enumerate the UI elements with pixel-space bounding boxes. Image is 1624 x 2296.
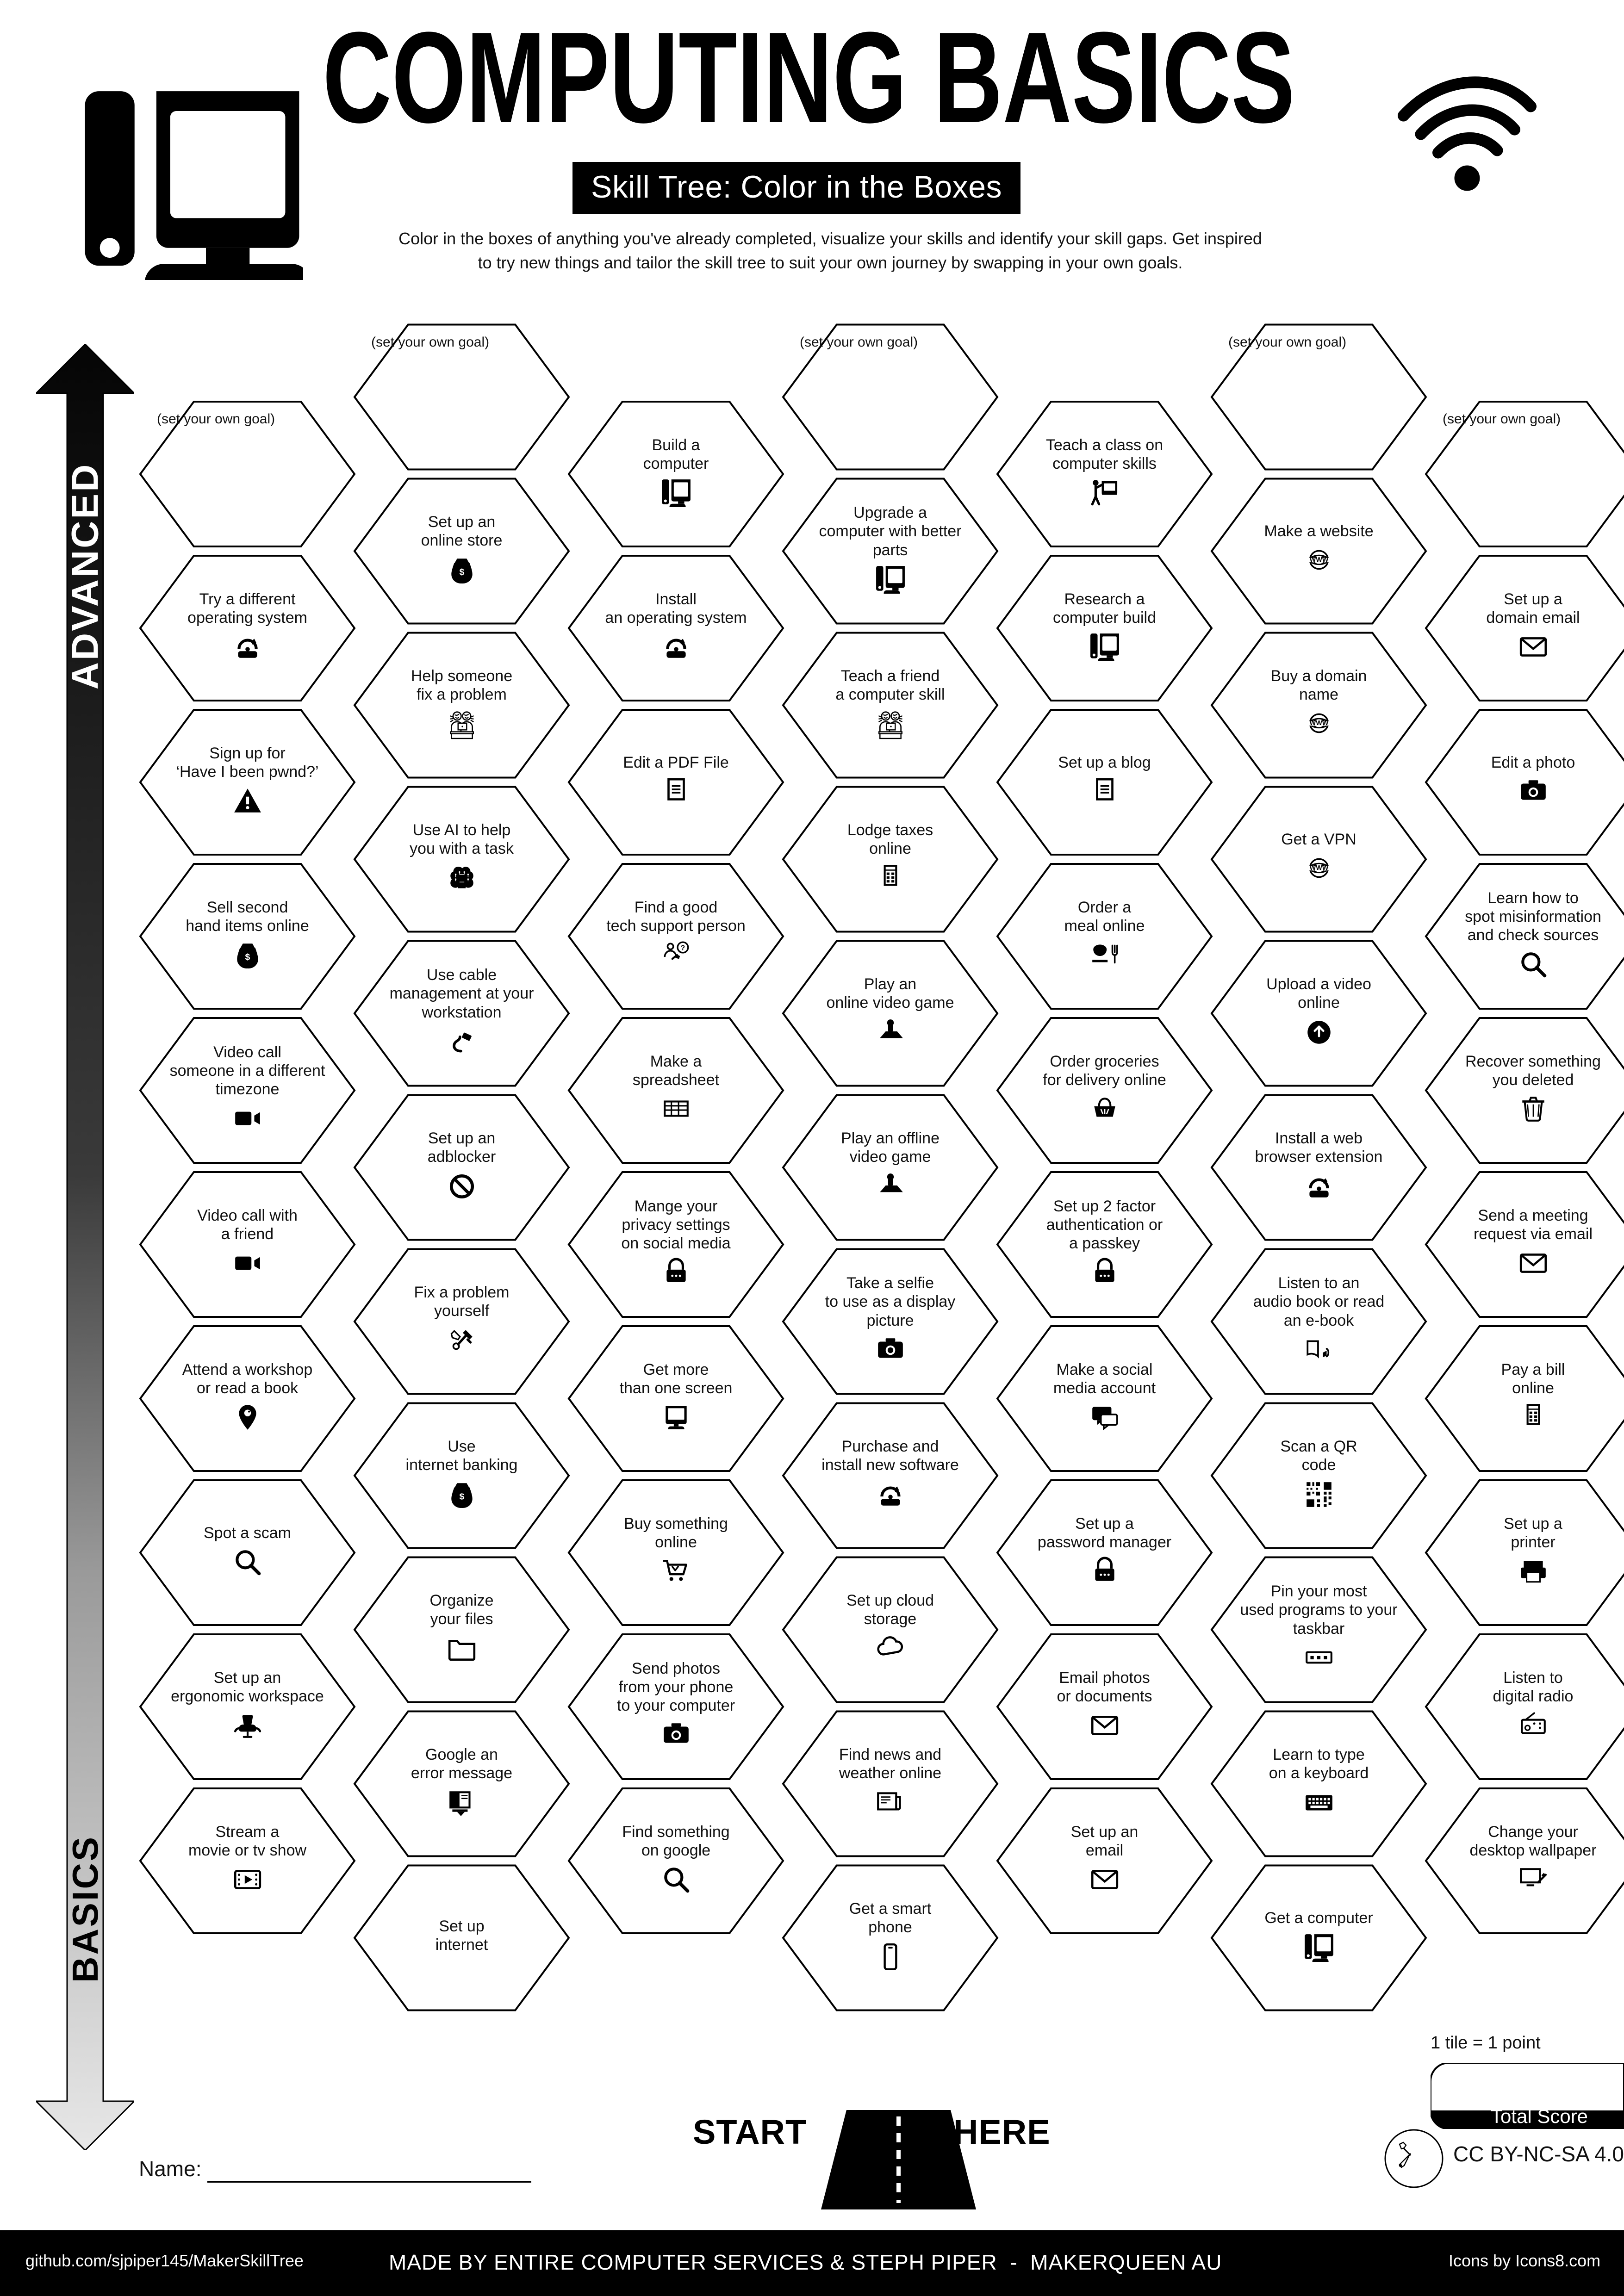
svg-text:$: $	[245, 952, 250, 962]
svg-text:Total Score: Total Score	[1491, 2105, 1588, 2127]
svg-text:$: $	[459, 1491, 464, 1502]
svg-text:WWW: WWW	[1309, 556, 1328, 564]
svg-text:WWW: WWW	[1309, 720, 1328, 727]
svg-text:?: ?	[680, 944, 684, 952]
svg-text:$: $	[459, 567, 464, 577]
svg-text:WWW: WWW	[1309, 864, 1328, 872]
